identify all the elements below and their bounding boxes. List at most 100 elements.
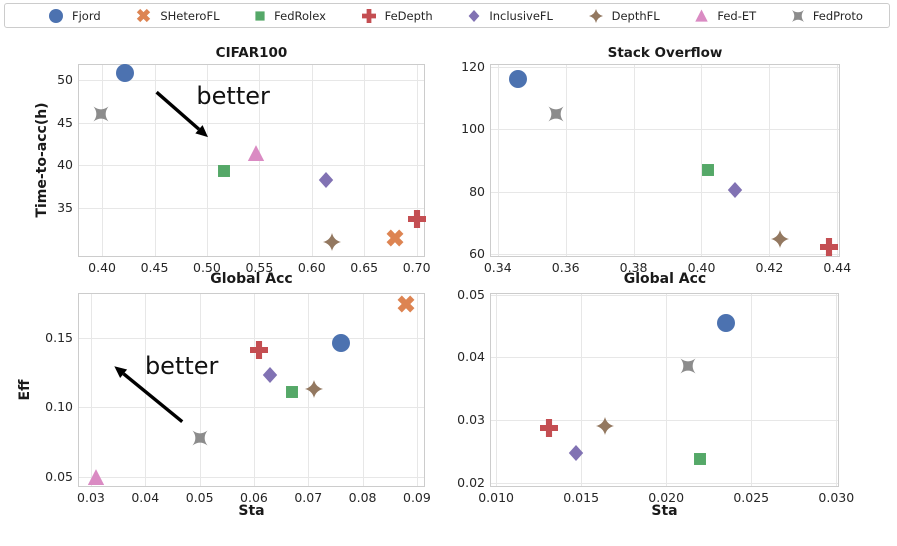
legend-item-fed-et: Fed-ET (695, 9, 756, 23)
data-point-fjord (716, 313, 735, 332)
gridline (496, 294, 498, 486)
legend-label: SHeteroFL (160, 8, 220, 23)
gridline (416, 65, 418, 256)
x-tick-label: 0.09 (403, 490, 431, 505)
data-point-fedrolex (285, 385, 298, 398)
gridline (90, 294, 92, 486)
x-axis-label-global-acc-left: Global Acc (210, 271, 293, 287)
gridline (199, 294, 201, 486)
x-tick-label: 0.34 (483, 260, 512, 275)
data-point-fedepth (407, 210, 426, 229)
y-tick-label: 0.02 (457, 474, 485, 490)
data-point-fjord (116, 64, 135, 83)
data-point-inclusivefl (727, 182, 743, 199)
data-point-fedproto (548, 106, 563, 122)
x-marker-icon (136, 8, 151, 23)
legend-label: FeDepth (384, 8, 433, 23)
y-tick-label: 45 (57, 114, 73, 130)
gridline (102, 65, 104, 256)
x-tick-label: 0.08 (348, 490, 377, 505)
legend-item-fedproto: FedProto (791, 8, 863, 23)
x-tick-label: 0.03 (77, 490, 105, 505)
plus-marker-icon (361, 8, 376, 23)
y-tick-label: 0.10 (45, 399, 73, 415)
gridline (581, 294, 583, 486)
data-point-fedproto (680, 358, 696, 374)
legend-item-depthfl: DepthFL (588, 8, 660, 23)
x-tick-label: 0.020 (648, 490, 685, 505)
gridline (491, 191, 839, 193)
x-tick-label: 0.04 (131, 490, 160, 505)
square-marker-icon (255, 10, 265, 21)
data-point-sheterofl (385, 229, 404, 248)
x-tick-label: 0.45 (140, 260, 169, 275)
gridline (565, 65, 567, 256)
data-point-fjord (509, 70, 528, 89)
gridline (311, 65, 313, 256)
legend-item-inclusivefl: InclusiveFL (468, 9, 553, 23)
data-point-fed-et (248, 145, 265, 162)
legend-item-fedepth: FeDepth (361, 8, 433, 23)
y-tick-label: 35 (57, 199, 73, 215)
y-tick-label: 0.03 (457, 412, 485, 428)
data-point-inclusivefl (568, 445, 584, 462)
legend-label: FedProto (812, 8, 863, 23)
gridline (666, 294, 668, 486)
gridline (79, 165, 424, 167)
gridline (416, 294, 418, 486)
y-tick-label: 0.15 (45, 329, 73, 345)
x-axis-label-sta-right: Sta (651, 503, 678, 519)
gridline (79, 476, 424, 478)
data-point-fedrolex (702, 163, 715, 176)
x-tick-label: 0.36 (551, 260, 580, 275)
y-tick-label: 120 (461, 58, 485, 74)
x-tick-label: 0.65 (350, 260, 379, 275)
gridline (633, 65, 635, 256)
x-tick-label: 0.010 (478, 490, 514, 505)
legend-item-fjord: Fjord (49, 8, 101, 23)
x-axis-label-global-acc-right: Global Acc (623, 271, 707, 287)
plot-area-sta-eff-left: 0.03 0.04 0.05 0.06 0.07 0.08 0.09 0.05 0.10 0.15… (45, 293, 431, 505)
x-tick-label: 0.50 (193, 260, 221, 275)
gridline (491, 420, 838, 422)
x-tick-label: 0.42 (755, 260, 784, 275)
gridline (79, 80, 424, 82)
data-point-fedproto (192, 430, 208, 446)
plot-area-sta-eff-right: 0.010 0.015 0.020 0.025 0.030 0.02 0.03 0.04 0.0… (457, 287, 854, 505)
gridline (491, 254, 839, 256)
data-point-fedepth (250, 341, 269, 360)
y-axis-label-eff: Eff (17, 379, 33, 401)
gridline (497, 65, 499, 256)
legend-label: Fjord (72, 8, 101, 23)
legend-item-sheterofl: SHeteroFL (136, 8, 219, 23)
x-tick-label: 0.38 (619, 260, 648, 275)
y-tick-label: 0.05 (45, 468, 73, 484)
gridline (364, 65, 366, 256)
legend-item-fedrolex: FedRolex (255, 9, 326, 23)
plot-area-stack-overflow: 0.34 0.36 0.38 0.40 0.42 0.44 60 80 100 120 (461, 59, 851, 275)
gridline (154, 65, 156, 256)
star4-marker-icon (588, 8, 603, 23)
triangle-marker-icon (695, 9, 709, 22)
x-tick-label: 0.06 (240, 490, 268, 505)
chart-title-cifar100: CIFAR100 (215, 45, 288, 61)
gridline (751, 294, 753, 486)
gridline (362, 294, 364, 486)
x-tick-label: 0.015 (563, 490, 600, 505)
x-tick-label: 0.030 (818, 490, 855, 505)
legend-label: Fed-ET (717, 8, 757, 23)
gridline (79, 407, 424, 409)
data-point-fedrolex (694, 453, 707, 466)
gridline (491, 482, 838, 484)
plot-area-cifar100: 0.40 0.45 0.50 0.55 0.60 0.65 0.70 35 40 45 50 bett… (57, 64, 431, 275)
legend-label: InclusiveFL (489, 8, 553, 23)
data-point-depthfl (595, 417, 614, 436)
gridline (836, 294, 838, 486)
gridline (769, 65, 771, 256)
x-tick-label: 0.40 (687, 260, 716, 275)
x-tick-label: 0.40 (88, 260, 116, 275)
gridline (79, 122, 424, 124)
x-tick-label: 0.025 (733, 490, 770, 505)
data-point-depthfl (322, 232, 341, 251)
